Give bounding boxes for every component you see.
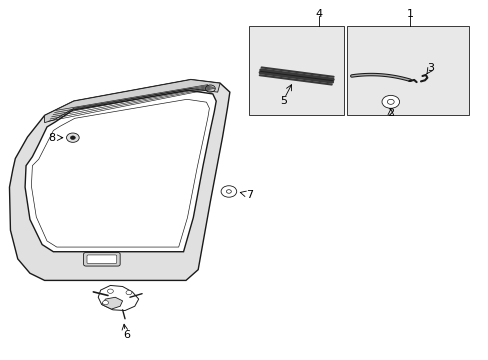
- Circle shape: [126, 291, 132, 295]
- Text: 6: 6: [123, 330, 130, 340]
- Circle shape: [102, 301, 108, 305]
- Bar: [249, 26, 344, 116]
- Circle shape: [66, 133, 79, 142]
- Circle shape: [381, 95, 399, 108]
- Text: 4: 4: [314, 9, 322, 19]
- Text: 2: 2: [386, 108, 393, 118]
- Text: 7: 7: [245, 190, 252, 200]
- Circle shape: [107, 289, 113, 293]
- Circle shape: [226, 190, 231, 193]
- Text: 5: 5: [280, 96, 286, 106]
- Circle shape: [221, 186, 236, 197]
- Text: 1: 1: [406, 9, 413, 19]
- Circle shape: [70, 136, 75, 139]
- Polygon shape: [9, 80, 229, 280]
- Circle shape: [386, 99, 393, 104]
- FancyBboxPatch shape: [83, 252, 120, 266]
- FancyBboxPatch shape: [87, 255, 117, 264]
- Text: 8: 8: [48, 133, 55, 143]
- Text: 3: 3: [427, 63, 433, 73]
- Polygon shape: [102, 297, 122, 309]
- Polygon shape: [98, 285, 139, 311]
- Bar: [346, 26, 468, 116]
- Polygon shape: [31, 99, 209, 247]
- Polygon shape: [25, 90, 216, 252]
- Polygon shape: [44, 80, 220, 123]
